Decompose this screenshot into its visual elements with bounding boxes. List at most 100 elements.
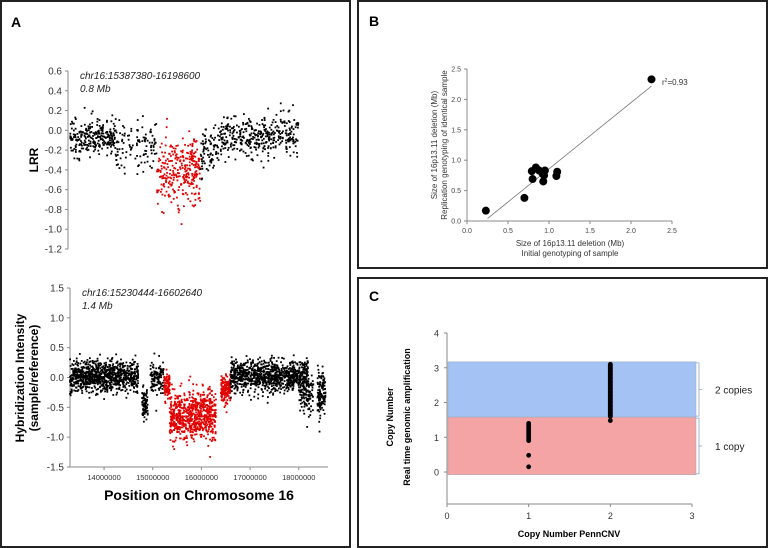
data-point	[136, 392, 139, 394]
data-point	[192, 178, 195, 181]
data-point	[296, 139, 299, 142]
data-point	[145, 405, 148, 408]
data-point	[197, 167, 200, 169]
data-point	[157, 160, 160, 163]
data-point	[253, 380, 256, 383]
data-point	[189, 143, 192, 146]
data-point	[213, 403, 216, 406]
data-point	[281, 364, 284, 367]
data-point	[302, 370, 304, 373]
data-point	[225, 141, 228, 144]
data-point	[181, 189, 184, 192]
data-point	[191, 172, 193, 175]
data-point	[91, 369, 94, 372]
data-point	[270, 124, 273, 126]
data-point	[166, 158, 169, 160]
data-point	[230, 385, 233, 388]
data-point	[153, 375, 156, 378]
data-point	[249, 358, 251, 361]
data-point	[292, 378, 295, 381]
data-point	[224, 391, 227, 393]
data-point	[69, 365, 72, 367]
data-point	[154, 141, 157, 144]
data-point	[191, 155, 193, 158]
data-point	[254, 133, 256, 136]
data-point	[87, 368, 90, 370]
data-point	[183, 404, 186, 407]
data-point	[245, 140, 248, 143]
data-point	[289, 154, 292, 157]
data-point	[272, 146, 275, 149]
data-point	[70, 388, 73, 391]
data-point	[322, 400, 325, 403]
data-point	[201, 162, 204, 165]
data-point	[202, 409, 205, 411]
data-point	[222, 126, 225, 128]
data-point	[267, 152, 270, 154]
data-point	[279, 133, 282, 135]
data-point	[153, 139, 156, 142]
data-point	[291, 360, 294, 363]
data-point	[173, 421, 176, 424]
data-point	[306, 389, 309, 392]
data-point	[219, 150, 222, 152]
data-point	[78, 159, 81, 162]
data-point	[263, 377, 265, 380]
data-point	[189, 431, 192, 434]
data-point	[265, 372, 268, 375]
data-point	[82, 382, 85, 385]
data-point	[82, 385, 84, 388]
data-point	[211, 421, 214, 424]
data-point	[292, 139, 295, 141]
data-point	[263, 370, 266, 373]
data-point	[192, 412, 195, 415]
data-point	[163, 173, 166, 176]
data-point	[319, 414, 322, 417]
data-point	[227, 387, 230, 390]
data-point	[206, 423, 209, 426]
data-point	[142, 409, 145, 412]
data-point	[183, 174, 185, 176]
data-point	[194, 164, 197, 167]
y-tick-label: -0.2	[45, 146, 63, 157]
data-point	[229, 370, 232, 373]
data-point	[178, 414, 181, 417]
data-point	[261, 381, 264, 384]
data-point	[161, 193, 164, 196]
data-point	[162, 177, 165, 179]
data-point	[235, 358, 237, 361]
data-point	[319, 406, 321, 409]
data-point	[190, 181, 193, 184]
data-point	[192, 421, 195, 424]
data-point	[264, 387, 267, 390]
data-point	[69, 137, 72, 140]
data-point	[258, 143, 261, 145]
data-point	[88, 361, 91, 363]
x-tick-label: 2.5	[667, 228, 677, 235]
data-point	[194, 427, 197, 430]
data-point	[190, 428, 193, 431]
data-point	[111, 371, 114, 374]
data-point	[290, 368, 292, 371]
data-point	[187, 405, 190, 408]
data-point	[191, 145, 194, 148]
data-point	[143, 161, 146, 164]
data-point	[198, 196, 201, 199]
data-point	[221, 141, 224, 144]
data-point	[168, 383, 171, 386]
data-point	[244, 386, 247, 388]
data-point	[226, 117, 229, 120]
data-point	[257, 379, 260, 382]
data-point	[144, 408, 147, 410]
data-point	[198, 177, 201, 180]
data-point	[169, 425, 172, 428]
data-point	[186, 181, 189, 184]
data-point	[225, 373, 227, 376]
data-point	[187, 415, 190, 418]
data-point	[321, 406, 323, 409]
data-point	[77, 364, 79, 367]
data-point	[280, 368, 283, 370]
data-point	[264, 385, 267, 388]
data-point	[90, 375, 93, 378]
data-point	[208, 385, 211, 388]
